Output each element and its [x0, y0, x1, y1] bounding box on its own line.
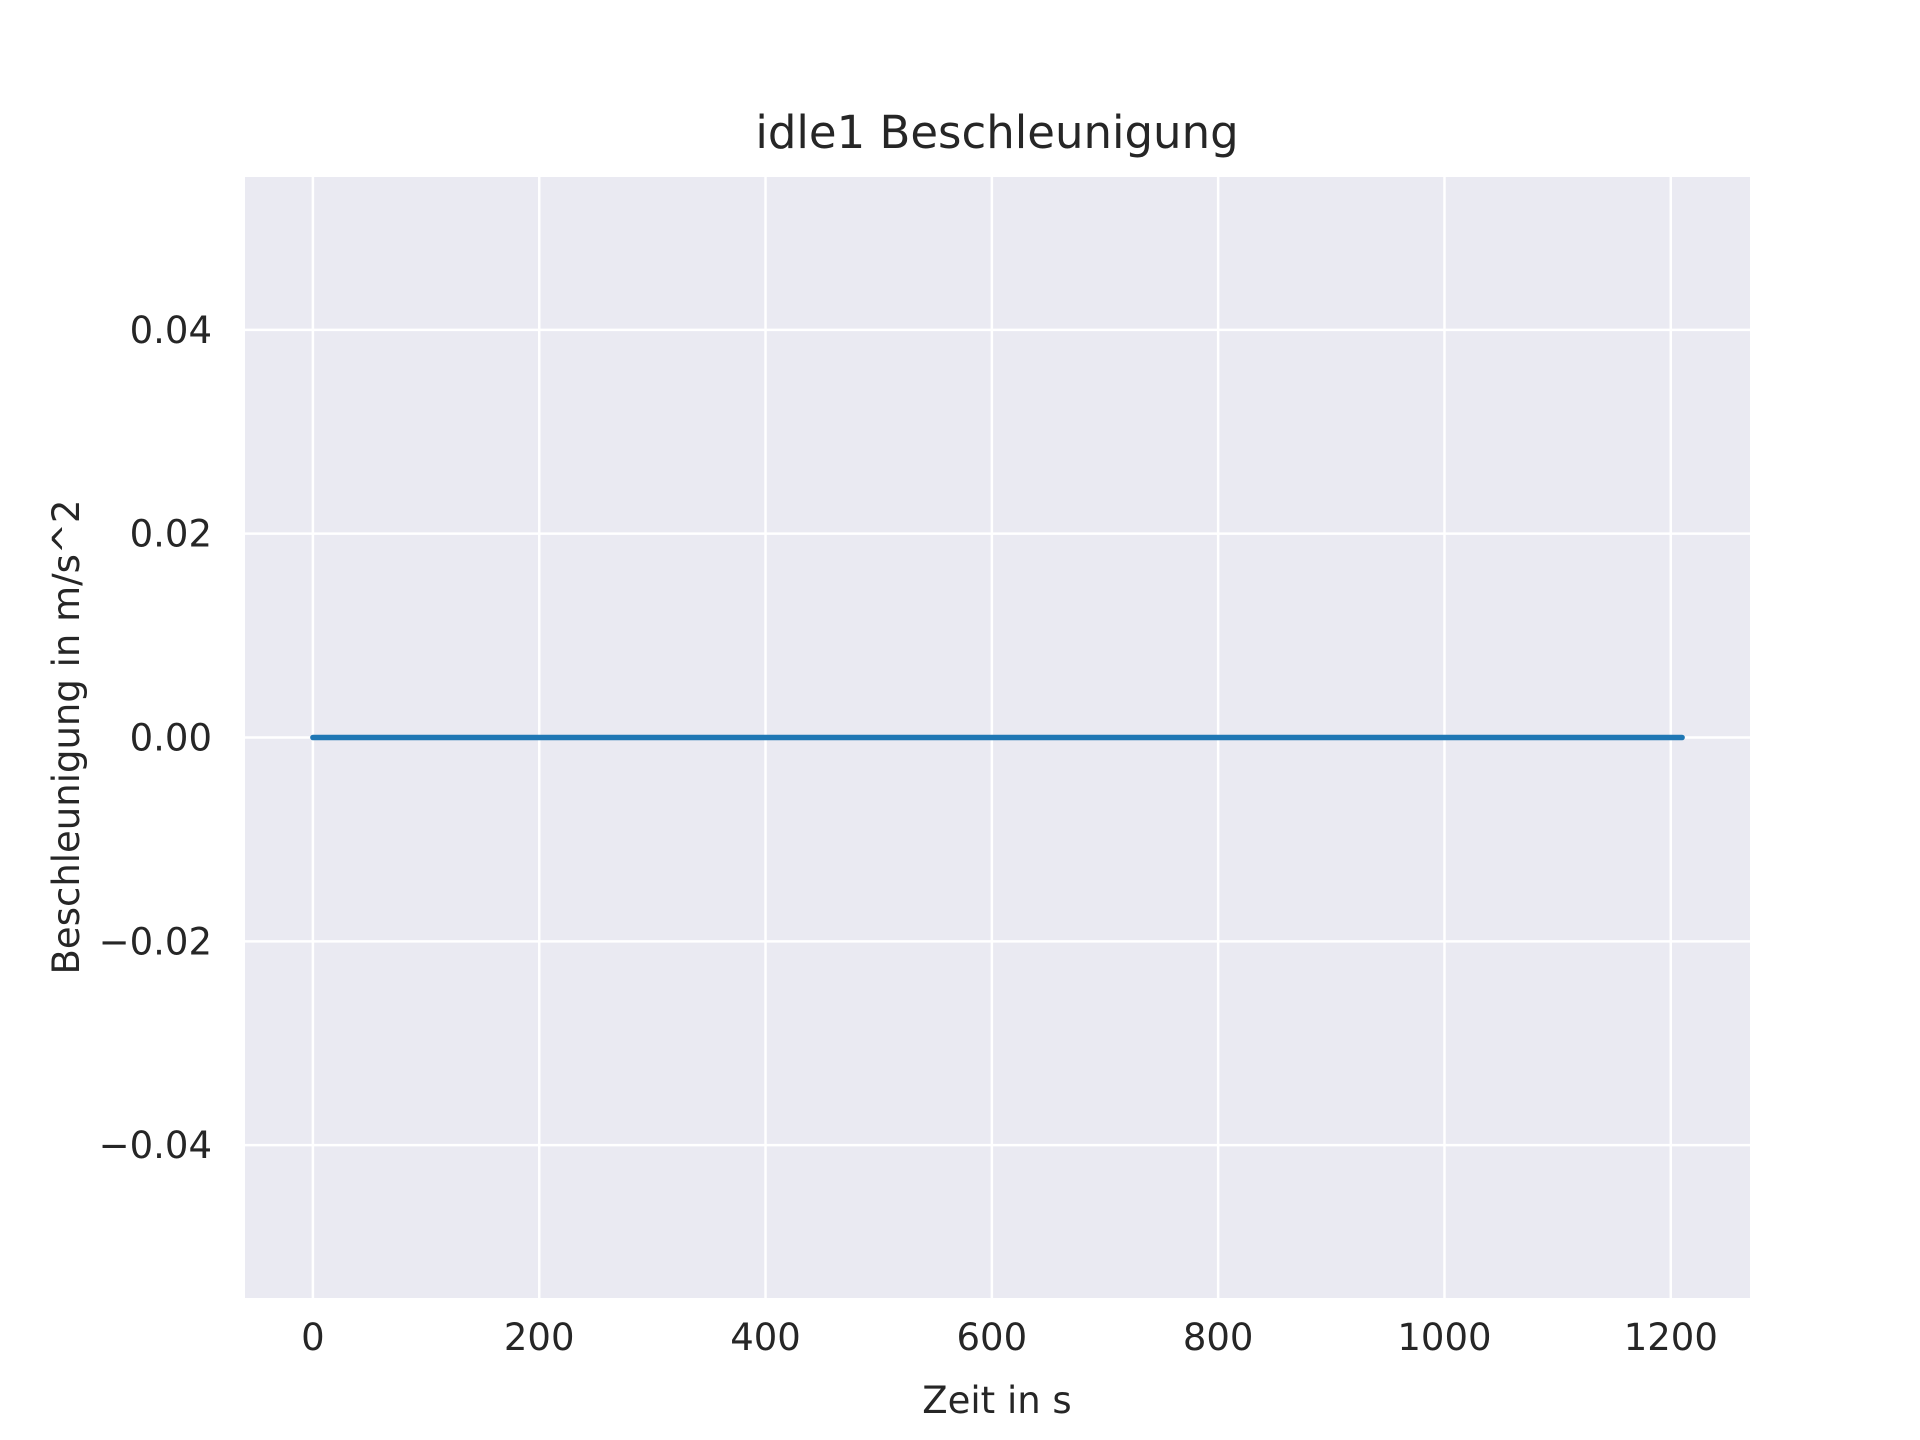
x-axis-ticks: 0 200 400 600 800 1000 1200 [301, 1316, 1718, 1359]
x-tick-label: 0 [301, 1316, 325, 1359]
x-tick-label: 1000 [1397, 1316, 1491, 1359]
y-axis-title: Beschleunigung in m/s^2 [45, 500, 88, 975]
chart-title: idle1 Beschleunigung [755, 106, 1238, 159]
y-tick-label: 0.04 [130, 309, 212, 352]
y-tick-label: −0.02 [99, 920, 212, 963]
y-tick-label: −0.04 [99, 1124, 212, 1167]
x-tick-label: 800 [1183, 1316, 1254, 1359]
x-tick-label: 1200 [1624, 1316, 1718, 1359]
x-tick-label: 600 [957, 1316, 1028, 1359]
y-tick-label: 0.02 [130, 513, 212, 556]
x-axis-title: Zeit in s [922, 1379, 1071, 1422]
y-tick-label: 0.00 [130, 717, 212, 760]
y-axis-ticks: 0.04 0.02 0.00 −0.02 −0.04 [99, 309, 212, 1167]
x-tick-label: 200 [504, 1316, 575, 1359]
x-tick-label: 400 [730, 1316, 801, 1359]
